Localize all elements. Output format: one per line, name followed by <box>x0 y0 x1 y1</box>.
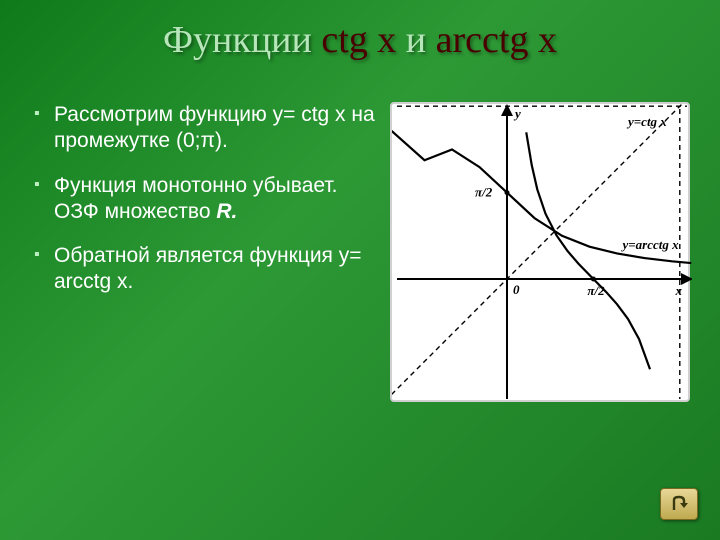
content-row: Рассмотрим функцию y= ctg x на промежутк… <box>0 62 720 402</box>
svg-text:π/2: π/2 <box>587 283 605 298</box>
svg-text:0: 0 <box>513 282 520 297</box>
slide-title: Функции ctg x и arcctg x <box>0 0 720 62</box>
bullet-text: Обратной является функция y= arcctg x. <box>54 244 362 293</box>
bullet-item: Рассмотрим функцию y= ctg x на промежутк… <box>30 102 375 155</box>
svg-text:π/2: π/2 <box>475 185 493 200</box>
title-f1: ctg x <box>321 19 396 61</box>
bullet-text: Рассмотрим функцию y= ctg x на промежутк… <box>54 103 375 152</box>
return-button[interactable] <box>660 488 698 520</box>
svg-text:y: y <box>513 106 521 121</box>
svg-text:x: x <box>675 283 683 298</box>
svg-text:y=arcctg x: y=arcctg x <box>621 237 680 252</box>
title-pre: Функции <box>163 19 321 61</box>
title-mid: и <box>396 19 435 61</box>
function-diagram: y x 0 π/2 π/2 y=ctg x y=arcctg x <box>390 102 690 402</box>
u-turn-icon <box>667 494 691 514</box>
bullet-text: Функция монотонно убывает. ОЗФ множество <box>54 174 337 223</box>
bullet-r: R. <box>216 200 237 223</box>
bullet-item: Обратной является функция y= arcctg x. <box>30 243 375 296</box>
bullet-item: Функция монотонно убывает. ОЗФ множество… <box>30 173 375 226</box>
title-f2: arcctg x <box>436 19 557 61</box>
svg-text:y=ctg x: y=ctg x <box>626 114 667 129</box>
text-column: Рассмотрим функцию y= ctg x на промежутк… <box>30 102 375 402</box>
